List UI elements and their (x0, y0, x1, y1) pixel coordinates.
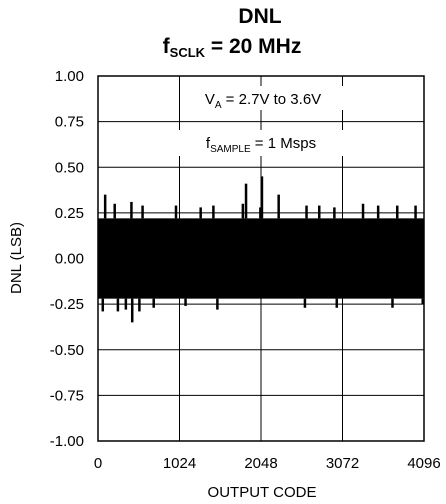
y-tick-label: -0.75 (50, 387, 84, 404)
x-tick-label: 2048 (244, 455, 277, 472)
y-tick-label: 0.00 (55, 251, 84, 268)
x-tick-labels: 0 1024 2048 3072 4096 (94, 455, 441, 472)
chart-title: DNL fSCLK = 20 MHz (163, 5, 302, 60)
x-axis-label: OUTPUT CODE (208, 484, 317, 501)
x-tick-label: 4096 (407, 455, 440, 472)
dnl-series (98, 176, 424, 323)
y-tick-label: -0.25 (50, 296, 84, 313)
annotation-vsupply-base: V (205, 91, 215, 108)
annotation-fsample-bg (164, 130, 358, 156)
y-tick-label: 1.00 (55, 68, 84, 85)
annotation-fsample-rest: = 1 Msps (251, 135, 316, 152)
annotation-vsupply-bg (180, 86, 348, 110)
annotation-fsample-base: f (206, 135, 211, 152)
y-tick-label: 0.50 (55, 159, 84, 176)
x-tick-label: 0 (94, 455, 102, 472)
chart-title-main: DNL (238, 5, 281, 28)
chart-title-line2-base: f (163, 35, 171, 58)
y-axis-label: DNL (LSB) (8, 222, 25, 294)
annotation-vsupply: VA = 2.7V to 3.6V (205, 91, 321, 111)
annotation-vsupply-rest: = 2.7V to 3.6V (222, 91, 322, 108)
y-tick-label: 0.75 (55, 114, 84, 131)
y-tick-labels: 1.00 0.75 0.50 0.25 0.00 -0.25 -0.50 -0.75 -1.00 (50, 68, 84, 450)
annotation-fsample-sub: SAMPLE (210, 144, 251, 155)
chart-title-line2: fSCLK = 20 MHz (163, 35, 302, 60)
y-tick-label: -0.50 (50, 342, 84, 359)
plot-frame (97, 75, 425, 442)
y-tick-label: 0.25 (55, 205, 84, 222)
annotation-box: VA = 2.7V to 3.6V fSAMPLE = 1 Msps (164, 86, 358, 156)
annotation-vsupply-sub: A (215, 100, 222, 111)
chart-title-line2-sub: SCLK (170, 45, 206, 60)
x-tick-label: 3072 (326, 455, 359, 472)
y-tick-label: -1.00 (50, 433, 84, 450)
annotation-fsample: fSAMPLE = 1 Msps (206, 135, 316, 155)
chart-title-line2-rest: = 20 MHz (205, 35, 301, 58)
dnl-band (98, 218, 424, 299)
x-tick-label: 1024 (163, 455, 196, 472)
